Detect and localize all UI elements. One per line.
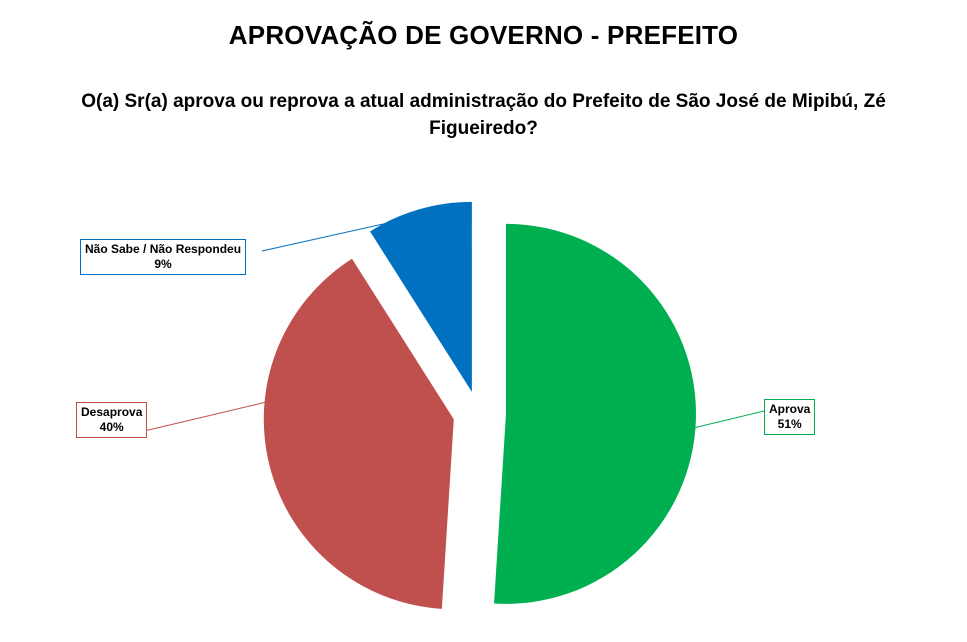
leader-line-nao-sabe-nao-respondeu: [261, 217, 412, 252]
leader-line-aprova: [689, 410, 765, 430]
slice-label-text: Não Sabe / Não Respondeu: [85, 242, 242, 256]
slice-label-text: Aprova: [769, 402, 811, 416]
slice-label-desaprova: Desaprova 40%: [76, 402, 148, 438]
slice-label-nao-sabe-nao-respondeu: Não Sabe / Não Respondeu 9%: [80, 239, 247, 275]
slice-label-value: 9%: [154, 257, 172, 271]
leader-line-desaprova: [139, 400, 271, 433]
slice-label-value: 51%: [777, 417, 802, 431]
slice-label-aprova: Aprova 51%: [764, 399, 816, 435]
chart-title: APROVAÇÃO DE GOVERNO - PREFEITO: [228, 20, 739, 50]
pie-slice-aprova: [494, 223, 696, 604]
pie-slice-desaprova: [263, 258, 454, 609]
slice-label-text: Desaprova: [81, 405, 143, 419]
slice-label-value: 40%: [99, 420, 124, 434]
pie-slice-nao-sabe-nao-respondeu: [370, 201, 472, 392]
chart-question: O(a) Sr(a) aprova ou reprova a atual adm…: [81, 91, 886, 139]
